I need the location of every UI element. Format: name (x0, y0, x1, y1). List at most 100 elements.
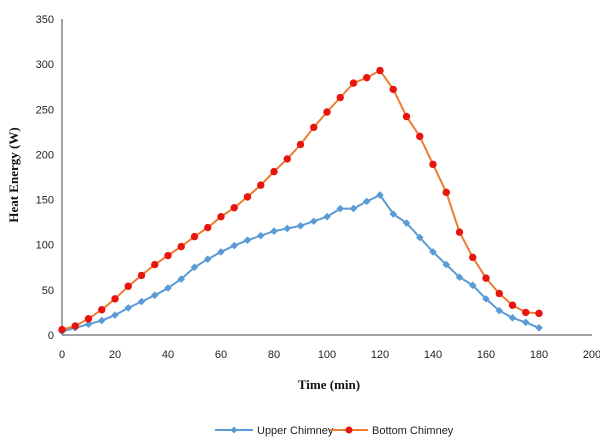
point-bottom-chimney-25 (124, 282, 132, 290)
x-tick-label-200: 200 (583, 349, 600, 361)
y-tick-label-0: 0 (48, 330, 54, 342)
point-bottom-chimney-145 (442, 188, 450, 197)
point-upper-chimney-55 (203, 255, 212, 263)
point-bottom-chimney-60 (217, 213, 225, 221)
point-upper-chimney-95 (309, 217, 318, 226)
x-tick-label-100: 100 (318, 349, 336, 361)
point-bottom-chimney-125 (389, 85, 397, 94)
point-bottom-chimney-75 (257, 181, 265, 189)
point-upper-chimney-70 (243, 236, 252, 244)
legend-marker-upper-chimney (230, 426, 238, 434)
point-bottom-chimney-65 (230, 203, 238, 212)
x-tick-label-0: 0 (59, 349, 65, 361)
point-upper-chimney-80 (270, 227, 278, 235)
point-bottom-chimney-95 (310, 123, 318, 132)
point-upper-chimney-20 (111, 311, 119, 319)
legend: Upper Chimney Bottom Chimney (215, 425, 454, 437)
point-upper-chimney-145 (442, 260, 451, 269)
point-upper-chimney-25 (124, 304, 133, 312)
point-upper-chimney-135 (415, 233, 424, 242)
point-upper-chimney-170 (508, 314, 517, 322)
x-tick-label-40: 40 (162, 349, 174, 361)
point-bottom-chimney-10 (84, 315, 93, 323)
point-upper-chimney-50 (190, 263, 199, 272)
point-upper-chimney-30 (137, 297, 146, 306)
y-axis-title: Heat Energy (W) (6, 127, 21, 222)
point-bottom-chimney-150 (455, 228, 464, 236)
point-bottom-chimney-180 (535, 309, 543, 318)
point-bottom-chimney-175 (522, 308, 530, 317)
point-upper-chimney-65 (230, 241, 239, 250)
point-upper-chimney-100 (323, 212, 331, 221)
point-bottom-chimney-100 (323, 108, 331, 116)
point-upper-chimney-155 (468, 281, 477, 290)
point-upper-chimney-120 (376, 191, 384, 199)
y-tick-label-50: 50 (42, 285, 54, 297)
y-tick-label-150: 150 (36, 195, 54, 207)
y-tick-label-200: 200 (36, 149, 54, 161)
point-bottom-chimney-30 (137, 271, 146, 280)
point-upper-chimney-130 (402, 219, 411, 227)
point-upper-chimney-115 (362, 197, 371, 206)
point-upper-chimney-15 (97, 316, 106, 325)
point-bottom-chimney-55 (204, 223, 212, 232)
point-upper-chimney-150 (455, 273, 464, 282)
legend-label-upper-chimney: Upper Chimney (257, 425, 334, 437)
legend-marker-bottom-chimney (345, 426, 353, 434)
y-tick-label-100: 100 (36, 240, 54, 252)
y-tick-labels: 0 50 100 150 200 250 300 350 (36, 14, 54, 342)
point-upper-chimney-45 (177, 275, 186, 283)
point-bottom-chimney-70 (243, 193, 252, 201)
point-bottom-chimney-140 (429, 160, 437, 169)
point-upper-chimney-85 (283, 224, 292, 233)
point-upper-chimney-110 (349, 204, 358, 213)
point-bottom-chimney-115 (363, 73, 371, 82)
point-upper-chimney-165 (495, 306, 504, 315)
point-upper-chimney-175 (521, 318, 530, 327)
point-upper-chimney-10 (84, 320, 93, 328)
x-tick-label-80: 80 (268, 349, 280, 361)
x-tick-labels: 0 20 40 60 80 100 120 140 160 180 200 (59, 349, 600, 361)
point-bottom-chimney-20 (111, 295, 119, 303)
legend-item-bottom-chimney[interactable]: Bottom Chimney (330, 425, 454, 437)
point-bottom-chimney-120 (376, 66, 384, 75)
legend-item-upper-chimney[interactable]: Upper Chimney (215, 425, 334, 437)
point-bottom-chimney-135 (416, 132, 424, 141)
series-line-bottom-chimney (61, 69, 540, 331)
y-tick-label-350: 350 (36, 14, 54, 26)
point-bottom-chimney-45 (177, 242, 185, 251)
point-upper-chimney-35 (150, 291, 159, 300)
point-bottom-chimney-85 (283, 155, 291, 163)
point-bottom-chimney-0 (58, 325, 66, 334)
point-bottom-chimney-50 (190, 232, 199, 241)
point-bottom-chimney-5 (71, 322, 79, 330)
point-upper-chimney-180 (535, 323, 543, 332)
point-bottom-chimney-40 (164, 251, 172, 260)
point-bottom-chimney-130 (402, 112, 411, 121)
point-upper-chimney-90 (296, 221, 305, 230)
y-tick-label-250: 250 (36, 104, 54, 116)
point-bottom-chimney-165 (495, 289, 503, 298)
y-tick-label-300: 300 (36, 59, 54, 71)
legend-label-bottom-chimney: Bottom Chimney (372, 425, 454, 437)
point-bottom-chimney-160 (482, 274, 490, 282)
x-tick-label-20: 20 (109, 349, 121, 361)
point-bottom-chimney-80 (270, 167, 278, 176)
x-axis-title: Time (min) (298, 377, 360, 392)
point-upper-chimney-125 (389, 210, 398, 218)
point-upper-chimney-105 (336, 204, 345, 213)
point-bottom-chimney-110 (349, 79, 358, 87)
point-bottom-chimney-90 (296, 140, 305, 149)
x-tick-label-60: 60 (215, 349, 227, 361)
x-tick-label-140: 140 (424, 349, 442, 361)
x-tick-label-120: 120 (371, 349, 389, 361)
point-bottom-chimney-170 (508, 301, 517, 309)
series-layer (58, 66, 543, 336)
x-tick-label-180: 180 (530, 349, 548, 361)
x-tick-label-160: 160 (477, 349, 495, 361)
point-bottom-chimney-15 (98, 306, 106, 314)
point-bottom-chimney-35 (151, 260, 159, 269)
point-bottom-chimney-155 (469, 253, 477, 262)
point-bottom-chimney-105 (336, 93, 344, 102)
